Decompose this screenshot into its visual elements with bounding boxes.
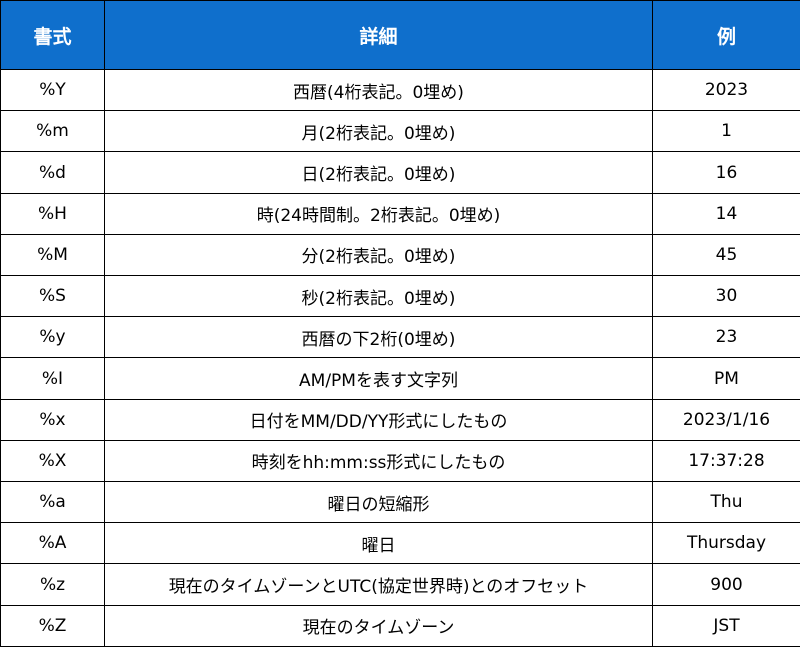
table-row: %m 月(2桁表記。0埋め) 1 bbox=[0, 110, 800, 153]
example-cell: 2023 bbox=[652, 68, 800, 112]
format-cell: %H bbox=[0, 192, 105, 235]
table-row: %H 時(24時間制。2桁表記。0埋め) 14 bbox=[0, 192, 800, 235]
format-cell: %X bbox=[0, 439, 105, 483]
header-row: 書式 詳細 例 bbox=[0, 0, 800, 70]
example-cell: 1 bbox=[652, 110, 800, 153]
format-cell: %d bbox=[0, 151, 105, 194]
header-format: 書式 bbox=[0, 0, 105, 70]
detail-cell: 曜日 bbox=[104, 522, 653, 565]
detail-cell: 西暦の下2桁(0埋め) bbox=[104, 316, 653, 359]
format-cell: %Y bbox=[0, 68, 105, 112]
example-cell: 17:37:28 bbox=[652, 439, 800, 483]
table-row: %S 秒(2桁表記。0埋め) 30 bbox=[0, 275, 800, 318]
table-row: %I AM/PMを表す文字列 PM bbox=[0, 357, 800, 400]
detail-cell: 分(2桁表記。0埋め) bbox=[104, 233, 653, 277]
detail-cell: 西暦(4桁表記。0埋め) bbox=[104, 68, 653, 112]
detail-cell: 現在のタイムゾーンとUTC(協定世界時)とのオフセット bbox=[104, 563, 653, 606]
format-cell: %m bbox=[0, 110, 105, 153]
table-row: %y 西暦の下2桁(0埋め) 23 bbox=[0, 316, 800, 359]
format-cell: %z bbox=[0, 563, 105, 606]
example-cell: Thu bbox=[652, 481, 800, 524]
format-cell: %S bbox=[0, 275, 105, 318]
example-cell: JST bbox=[652, 604, 800, 647]
table-row: %d 日(2桁表記。0埋め) 16 bbox=[0, 151, 800, 194]
format-cell: %A bbox=[0, 522, 105, 565]
table-row: %Z 現在のタイムゾーン JST bbox=[0, 604, 800, 647]
detail-cell: 秒(2桁表記。0埋め) bbox=[104, 275, 653, 318]
detail-cell: 時(24時間制。2桁表記。0埋め) bbox=[104, 192, 653, 235]
format-cell: %M bbox=[0, 233, 105, 277]
detail-cell: 曜日の短縮形 bbox=[104, 481, 653, 524]
example-cell: Thursday bbox=[652, 522, 800, 565]
table-row: %x 日付をMM/DD/YY形式にしたもの 2023/1/16 bbox=[0, 398, 800, 441]
example-cell: 45 bbox=[652, 233, 800, 277]
header-example: 例 bbox=[652, 0, 800, 70]
table-row: %M 分(2桁表記。0埋め) 45 bbox=[0, 233, 800, 277]
detail-cell: 時刻をhh:mm:ss形式にしたもの bbox=[104, 439, 653, 483]
detail-cell: 日(2桁表記。0埋め) bbox=[104, 151, 653, 194]
example-cell: 16 bbox=[652, 151, 800, 194]
detail-cell: 日付をMM/DD/YY形式にしたもの bbox=[104, 398, 653, 441]
format-cell: %I bbox=[0, 357, 105, 400]
format-cell: %x bbox=[0, 398, 105, 441]
table-row: %Y 西暦(4桁表記。0埋め) 2023 bbox=[0, 68, 800, 112]
table-row: %X 時刻をhh:mm:ss形式にしたもの 17:37:28 bbox=[0, 439, 800, 483]
format-cell: %Z bbox=[0, 604, 105, 647]
example-cell: 14 bbox=[652, 192, 800, 235]
format-cell: %a bbox=[0, 481, 105, 524]
example-cell: 900 bbox=[652, 563, 800, 606]
format-cell: %y bbox=[0, 316, 105, 359]
example-cell: 2023/1/16 bbox=[652, 398, 800, 441]
table-row: %A 曜日 Thursday bbox=[0, 522, 800, 565]
table-row: %z 現在のタイムゾーンとUTC(協定世界時)とのオフセット 900 bbox=[0, 563, 800, 606]
example-cell: 30 bbox=[652, 275, 800, 318]
detail-cell: 現在のタイムゾーン bbox=[104, 604, 653, 647]
header-detail: 詳細 bbox=[104, 0, 653, 70]
table-row: %a 曜日の短縮形 Thu bbox=[0, 481, 800, 524]
example-cell: 23 bbox=[652, 316, 800, 359]
example-cell: PM bbox=[652, 357, 800, 400]
detail-cell: AM/PMを表す文字列 bbox=[104, 357, 653, 400]
detail-cell: 月(2桁表記。0埋め) bbox=[104, 110, 653, 153]
